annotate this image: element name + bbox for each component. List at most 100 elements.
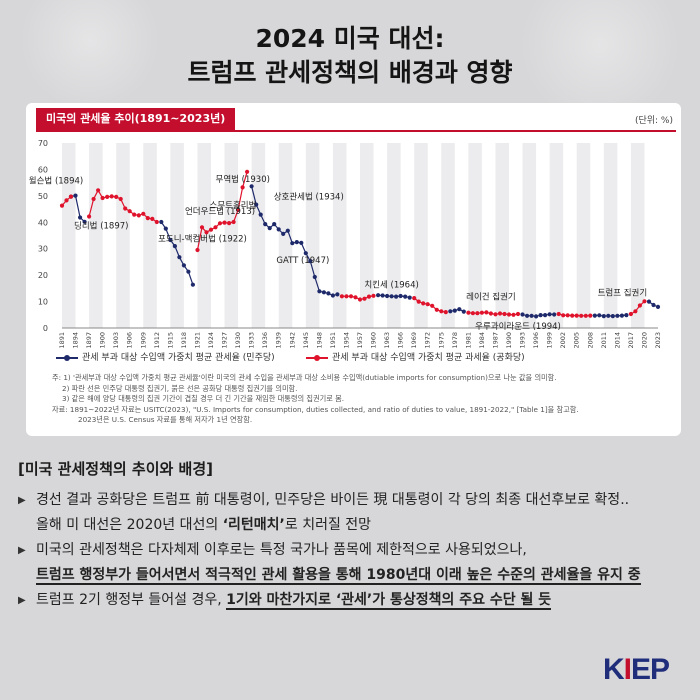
data-point-democrat: [461, 309, 466, 314]
data-point-republican: [100, 195, 105, 201]
data-point-democrat: [389, 294, 394, 299]
data-point-democrat: [385, 293, 390, 299]
data-point-democrat: [646, 299, 652, 304]
x-tick-label: 1990: [505, 332, 513, 348]
x-tick-label: 2023: [654, 332, 662, 348]
grid-band: [278, 143, 293, 328]
data-point-republican: [366, 294, 372, 299]
grid-band: [441, 143, 455, 328]
data-point-republican: [222, 220, 227, 225]
x-tick-label: 1999: [546, 332, 554, 348]
data-point-republican: [506, 312, 512, 317]
grid-band: [116, 143, 130, 328]
data-point-democrat: [330, 293, 335, 298]
bullet-1-line-1: 경선 결과 공화당은 트럼프 前 대통령이, 민주당은 바이든 現 대통령이 각…: [36, 492, 630, 508]
data-point-democrat: [534, 314, 539, 319]
y-tick-label: 30: [38, 245, 48, 254]
x-tick-label: 1948: [315, 332, 323, 348]
x-tick-label: 1966: [397, 332, 405, 348]
annotation-label: 우루과이라운드 (1994): [475, 321, 561, 332]
chart-title-tab: 미국의 관세율 추이(1891~2023년): [36, 108, 236, 130]
data-point-republican: [348, 294, 354, 299]
legend-swatch-democrat: [56, 354, 78, 361]
y-tick-label: 70: [38, 139, 48, 148]
grid-band: [251, 143, 266, 328]
x-tick-label: 1906: [126, 332, 134, 348]
data-point-republican: [425, 302, 430, 307]
legend-label-democrat: 관세 부과 대상 수입액 가중치 평균 관세율 (민주당): [82, 353, 275, 363]
background-world-map: [0, 0, 700, 120]
y-tick-label: 50: [38, 192, 48, 201]
data-point-republican: [114, 194, 119, 199]
data-point-democrat: [290, 241, 295, 246]
x-tick-label: 1894: [72, 332, 80, 348]
data-point-republican: [633, 309, 638, 314]
note-line: 3) 같은 해에 양당 대통령의 집권 기간이 겹칠 경우 더 긴 기간을 재임…: [62, 394, 344, 403]
data-point-republican: [59, 203, 65, 208]
data-point-republican: [136, 213, 141, 218]
data-point-republican: [123, 206, 128, 211]
series-line-republican: [630, 300, 645, 315]
bullet-item-3: 트럼프 2기 행정부 들어설 경우, 1기와 마찬가지로 ‘관세’가 통상정책의…: [18, 588, 688, 613]
x-tick-label: 2020: [640, 332, 648, 348]
data-point-republican: [240, 185, 245, 190]
data-point-republican: [502, 311, 507, 317]
bullet-2-emphasis: 트럼프 행정부가 들어서면서 적극적인 관세 활용을 통해 1980년대 이래 …: [36, 567, 641, 585]
data-point-democrat: [267, 226, 272, 231]
data-point-democrat: [335, 292, 340, 297]
data-point-democrat: [308, 259, 313, 264]
data-point-democrat: [606, 313, 611, 318]
data-point-democrat: [303, 251, 308, 256]
title-line-2: 트럼프 관세정책의 배경과 영향: [187, 58, 513, 87]
y-tick-label: 10: [38, 298, 48, 307]
grid-band: [360, 143, 374, 328]
data-point-democrat: [82, 219, 87, 224]
x-tick-label: 1945: [302, 332, 310, 348]
bullet-3-emphasis: 1기와 마찬가지로 ‘관세’가 통상정책의 주요 수단 될 듯: [226, 592, 552, 610]
x-tick-label: 1909: [139, 332, 147, 348]
x-tick-label: 1987: [491, 332, 499, 348]
bullet-1-tail: 로 치러질 전망: [284, 517, 372, 533]
data-point-republican: [199, 225, 205, 230]
x-tick-label: 2008: [586, 332, 594, 348]
grid-band: [549, 143, 564, 328]
data-point-republican: [105, 194, 110, 199]
data-point-republican: [488, 311, 493, 316]
data-point-democrat: [285, 228, 290, 233]
x-tick-label: 1957: [356, 332, 364, 348]
data-point-democrat: [592, 313, 597, 318]
data-point-democrat: [525, 313, 530, 318]
data-point-democrat: [380, 293, 385, 298]
data-point-republican: [479, 310, 484, 315]
x-tick-label: 1927: [221, 332, 229, 348]
data-point-democrat: [452, 308, 457, 313]
data-point-republican: [565, 313, 570, 318]
section-heading: [미국 관세정책의 추이와 배경]: [18, 460, 213, 478]
data-point-democrat: [181, 263, 186, 268]
annotation-label: 딩리법 (1897): [74, 220, 128, 231]
data-point-democrat: [276, 227, 281, 232]
x-tick-label: 2002: [559, 332, 567, 348]
grid-band: [62, 143, 76, 328]
bullet-3-text: 트럼프 2기 행정부 들어설 경우,: [36, 592, 227, 608]
grid-band: [387, 143, 401, 328]
logo-letter-k: K: [603, 653, 625, 686]
data-point-republican: [574, 313, 579, 318]
series-line-democrat: [450, 308, 465, 313]
data-point-republican: [439, 309, 444, 314]
data-point-democrat: [317, 289, 322, 294]
data-point-republican: [416, 299, 421, 304]
bullet-list: 경선 결과 공화당은 트럼프 前 대통령이, 민주당은 바이든 現 대통령이 각…: [18, 488, 688, 613]
data-point-republican: [145, 216, 150, 221]
x-tick-label: 1891: [58, 332, 66, 348]
data-point-democrat: [538, 313, 543, 318]
data-point-republican: [570, 313, 575, 318]
x-tick-label: 1978: [451, 332, 459, 348]
x-tick-label: 1939: [275, 332, 283, 348]
data-point-republican: [497, 311, 503, 316]
data-point-republican: [132, 212, 137, 217]
annotation-label: 트럼프 집권기: [598, 287, 648, 298]
data-point-democrat: [326, 291, 331, 296]
data-point-democrat: [655, 304, 661, 309]
grid-band: [468, 143, 482, 328]
